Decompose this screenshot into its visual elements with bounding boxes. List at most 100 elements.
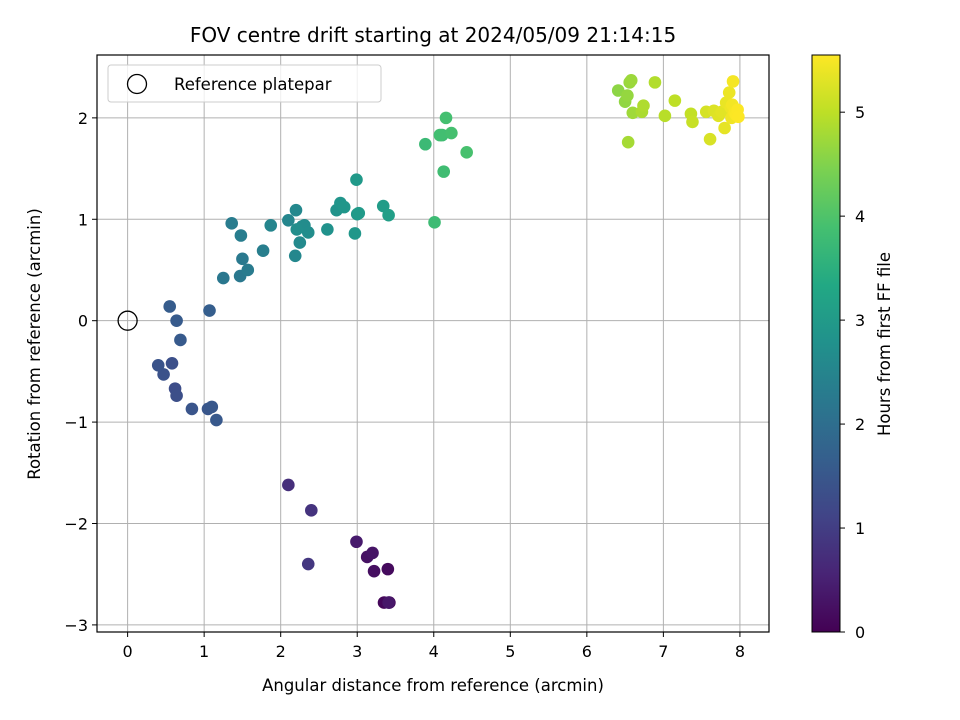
colorbar: 0 1 2 3 4 5 Hours from first FF file bbox=[811, 54, 894, 642]
data-point bbox=[305, 504, 318, 517]
data-point bbox=[337, 200, 351, 214]
legend: Reference platepar bbox=[107, 64, 382, 103]
data-point bbox=[170, 389, 183, 403]
data-point bbox=[352, 206, 366, 220]
legend-box bbox=[107, 64, 382, 103]
data-point bbox=[381, 562, 395, 576]
chart-title: FOV centre drift starting at 2024/05/09 … bbox=[190, 23, 676, 47]
plot-frame bbox=[96, 54, 770, 633]
legend-label: Reference platepar bbox=[174, 75, 332, 94]
data-point bbox=[428, 216, 441, 229]
data-point bbox=[350, 535, 363, 549]
data-point bbox=[301, 557, 315, 571]
data-point bbox=[205, 400, 219, 414]
data-point bbox=[256, 244, 270, 258]
data-point bbox=[151, 359, 165, 372]
data-point bbox=[433, 128, 447, 142]
colorbar-tick-label: 0 bbox=[855, 623, 865, 642]
data-point bbox=[658, 109, 672, 123]
data-point bbox=[293, 236, 307, 249]
data-point bbox=[236, 252, 249, 266]
y-tick-label: −2 bbox=[64, 514, 88, 533]
data-point bbox=[282, 213, 295, 227]
data-point bbox=[668, 94, 682, 107]
data-point bbox=[366, 546, 379, 560]
data-point bbox=[382, 596, 395, 609]
data-point bbox=[289, 203, 303, 217]
colorbar-label: Hours from first FF file bbox=[875, 252, 894, 436]
data-point bbox=[367, 564, 381, 578]
colorbar-tick-label: 5 bbox=[855, 103, 865, 122]
x-tick-label: 6 bbox=[582, 642, 592, 661]
x-tick-label: 4 bbox=[429, 642, 439, 661]
data-point bbox=[282, 478, 295, 492]
data-point bbox=[165, 356, 179, 370]
data-point bbox=[264, 219, 278, 232]
data-point bbox=[460, 146, 473, 159]
data-point bbox=[686, 115, 699, 129]
y-tick-label: 2 bbox=[78, 109, 88, 128]
data-point bbox=[210, 413, 223, 427]
data-point bbox=[621, 135, 635, 149]
x-tick-label: 5 bbox=[505, 642, 515, 661]
colorbar-ticks: 0 1 2 3 4 5 bbox=[840, 103, 865, 642]
data-point bbox=[726, 75, 740, 88]
grid bbox=[97, 55, 769, 632]
data-point bbox=[301, 226, 315, 239]
data-point bbox=[382, 208, 395, 222]
data-point bbox=[732, 110, 745, 124]
reference-marker bbox=[117, 310, 138, 331]
data-point bbox=[437, 165, 451, 178]
data-point bbox=[703, 132, 717, 146]
data-point bbox=[234, 229, 248, 242]
data-point bbox=[203, 304, 216, 317]
data-point bbox=[216, 271, 230, 285]
data-point bbox=[174, 333, 187, 347]
colorbar-tick-label: 3 bbox=[855, 311, 865, 330]
y-axis-ticks: −3 −2 −1 0 1 2 bbox=[64, 109, 97, 635]
data-point bbox=[621, 89, 634, 102]
data-points bbox=[151, 74, 745, 609]
data-point bbox=[241, 263, 255, 277]
data-point bbox=[185, 402, 199, 416]
colorbar-gradient bbox=[811, 54, 841, 633]
data-point bbox=[350, 173, 363, 187]
data-point bbox=[288, 249, 302, 263]
x-tick-label: 8 bbox=[735, 642, 745, 661]
data-point bbox=[170, 314, 183, 327]
x-tick-label: 0 bbox=[123, 642, 133, 661]
x-tick-label: 1 bbox=[199, 642, 209, 661]
x-axis-label: Angular distance from reference (arcmin) bbox=[262, 676, 604, 695]
legend-open-circle-marker bbox=[126, 73, 148, 95]
y-tick-label: −1 bbox=[64, 413, 88, 432]
data-point bbox=[290, 223, 304, 236]
x-tick-label: 2 bbox=[276, 642, 286, 661]
x-axis-ticks: 0 1 2 3 4 5 6 7 8 bbox=[123, 632, 745, 661]
data-point bbox=[611, 84, 625, 97]
y-axis-label: Rotation from reference (arcmin) bbox=[25, 208, 44, 480]
y-tick-label: 0 bbox=[78, 312, 88, 331]
data-point bbox=[626, 106, 640, 120]
data-point bbox=[348, 227, 362, 240]
data-point bbox=[718, 121, 731, 135]
data-point bbox=[637, 99, 650, 113]
y-tick-label: 1 bbox=[78, 210, 88, 229]
data-point bbox=[163, 300, 177, 313]
data-point bbox=[624, 74, 638, 87]
data-point bbox=[445, 126, 458, 140]
x-tick-label: 7 bbox=[658, 642, 668, 661]
data-point bbox=[376, 199, 390, 213]
data-point bbox=[321, 223, 334, 236]
data-point bbox=[157, 368, 170, 381]
reference-platepar-marker bbox=[117, 310, 138, 331]
data-point bbox=[722, 86, 736, 99]
x-tick-label: 3 bbox=[352, 642, 362, 661]
colorbar-tick-label: 4 bbox=[855, 207, 865, 226]
data-point bbox=[439, 111, 453, 125]
colorbar-tick-label: 1 bbox=[855, 519, 865, 538]
data-point bbox=[648, 76, 662, 89]
colorbar-tick-label: 2 bbox=[855, 415, 865, 434]
data-point bbox=[225, 217, 239, 230]
y-tick-label: −3 bbox=[64, 616, 88, 635]
